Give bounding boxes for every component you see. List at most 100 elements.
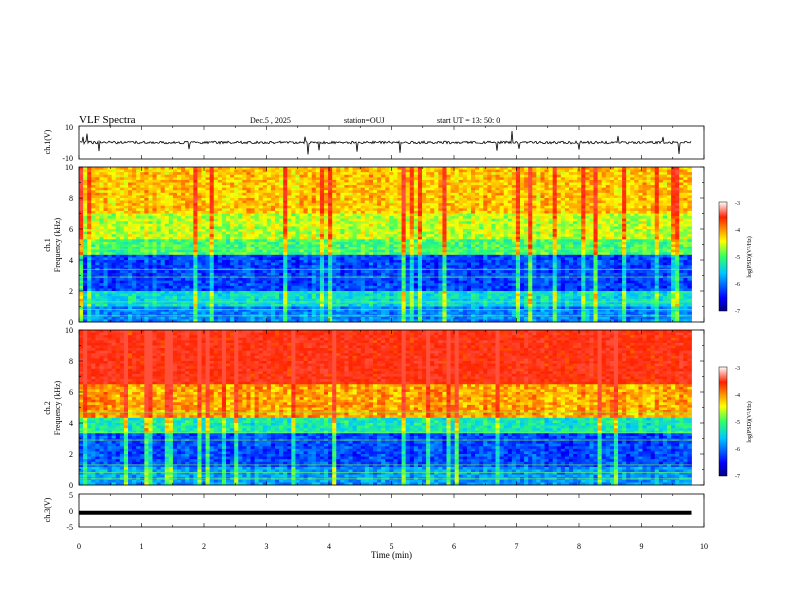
spectrogram-cell xyxy=(393,226,398,230)
spectrogram-cell xyxy=(609,236,615,240)
spectrogram-cell xyxy=(136,174,141,178)
spectrogram-cell xyxy=(287,221,292,225)
spectrogram-cell xyxy=(605,244,611,248)
spectrogram-cell xyxy=(405,234,411,238)
spectrogram-cell xyxy=(209,185,215,189)
spectrogram-cell xyxy=(532,218,537,222)
spectrogram-cell xyxy=(201,187,206,191)
spectrogram-cell xyxy=(83,226,88,230)
spectrogram-cell xyxy=(487,203,492,207)
spectrogram-cell xyxy=(156,179,162,183)
spectrogram-cell xyxy=(111,190,117,194)
spectrogram-cell xyxy=(581,236,586,240)
spectrogram-cell xyxy=(601,213,607,217)
spectrogram-cell xyxy=(483,200,488,204)
spectrogram-cell xyxy=(483,216,488,220)
spectrogram-cell xyxy=(336,190,341,194)
spectrogram-cell xyxy=(642,247,647,251)
spectrogram-cell xyxy=(638,187,643,191)
spectrogram-cell xyxy=(246,195,251,199)
spectrogram-cell xyxy=(466,234,472,238)
spectrogram-cell xyxy=(128,244,133,248)
spectrogram-cell xyxy=(189,174,194,178)
spectrogram-cell xyxy=(373,200,378,204)
spectrogram-cell xyxy=(491,187,496,191)
spectrogram-cell xyxy=(332,187,337,191)
spectrogram-cell xyxy=(471,210,476,214)
spectrogram-cell xyxy=(181,247,186,251)
spectrogram-cell xyxy=(564,203,570,207)
spectrogram-cell xyxy=(156,172,162,176)
spectrogram-cell xyxy=(520,192,525,196)
spectrogram-cell xyxy=(185,205,190,209)
spectrogram-cell xyxy=(364,221,370,225)
spectrogram-cell xyxy=(609,226,615,230)
spectrogram-cell xyxy=(589,210,594,214)
spectrogram-cell xyxy=(573,192,578,196)
spectrogram-cell xyxy=(373,247,378,251)
spectrogram-cell xyxy=(275,195,280,199)
spectrogram-cell xyxy=(307,198,313,201)
spectrogram-cell xyxy=(258,231,264,235)
spectrogram-cell xyxy=(364,192,370,196)
spectrogram-cell xyxy=(650,223,656,227)
spectrogram-cell xyxy=(213,252,219,256)
spectrogram-cell xyxy=(564,200,570,204)
spectrogram-cell xyxy=(569,234,574,238)
spectrogram-cell xyxy=(552,236,558,240)
spectrogram-cell xyxy=(626,190,631,194)
spectrogram-cell xyxy=(675,179,680,183)
spectrogram-cell xyxy=(132,192,137,196)
spectrogram-cell xyxy=(364,239,370,243)
spectrogram-cell xyxy=(275,179,280,183)
spectrogram-cell xyxy=(556,249,562,253)
spectrogram-cell xyxy=(683,218,688,222)
spectrogram-cell xyxy=(442,190,447,194)
spectrogram-cell xyxy=(266,231,272,235)
spectrogram-cell xyxy=(613,216,619,220)
spectrogram-cell xyxy=(532,198,537,201)
spectrogram-cell xyxy=(336,182,341,186)
spectrogram-cell xyxy=(564,182,570,186)
spectrogram-cell xyxy=(613,223,619,227)
spectrogram-cell xyxy=(221,210,227,214)
spectrogram-cell xyxy=(254,229,260,232)
spectrogram-cell xyxy=(634,174,639,178)
spectrogram-cell xyxy=(536,174,541,178)
spectrogram-cell xyxy=(544,182,549,186)
spectrogram-cell xyxy=(560,185,566,189)
spectrogram-cell xyxy=(152,172,157,176)
spectrogram-cell xyxy=(426,213,431,217)
spectrogram-cell xyxy=(536,249,541,253)
spectrogram-cell xyxy=(426,177,431,181)
spectrogram-cell xyxy=(556,231,562,235)
spectrogram-cell xyxy=(687,218,692,222)
spectrogram-cell xyxy=(381,208,386,212)
spectrogram-cell xyxy=(667,234,672,238)
spectrogram-cell xyxy=(683,208,688,212)
spectrogram-cell xyxy=(544,218,549,222)
spectrogram-cell xyxy=(246,203,251,207)
spectrogram-cell xyxy=(646,239,652,243)
spectrogram-cell xyxy=(368,172,374,176)
spectrogram-cell xyxy=(377,187,382,191)
spectrogram-cell xyxy=(181,192,186,196)
spectrogram-cell xyxy=(168,192,174,196)
spectrogram-cell xyxy=(654,213,660,217)
spectrogram-cell xyxy=(638,172,643,176)
spectrogram-cell xyxy=(107,218,113,222)
spectrogram-cell xyxy=(364,244,370,248)
spectrogram-cell xyxy=(99,187,104,191)
spectrogram-cell xyxy=(548,249,554,253)
spectrogram-cell xyxy=(585,208,590,212)
spectrogram-cell xyxy=(524,174,529,178)
spectrogram-cell xyxy=(238,223,243,227)
spectrogram-cell xyxy=(564,187,570,191)
spectrogram-cell xyxy=(275,200,280,204)
spectrogram-cell xyxy=(687,239,692,243)
spectrogram-cell xyxy=(172,249,178,253)
spectrogram-cell xyxy=(103,244,108,248)
spectrogram-cell xyxy=(381,174,386,178)
spectrogram-cell xyxy=(168,195,174,199)
spectrogram-cell xyxy=(622,210,627,214)
